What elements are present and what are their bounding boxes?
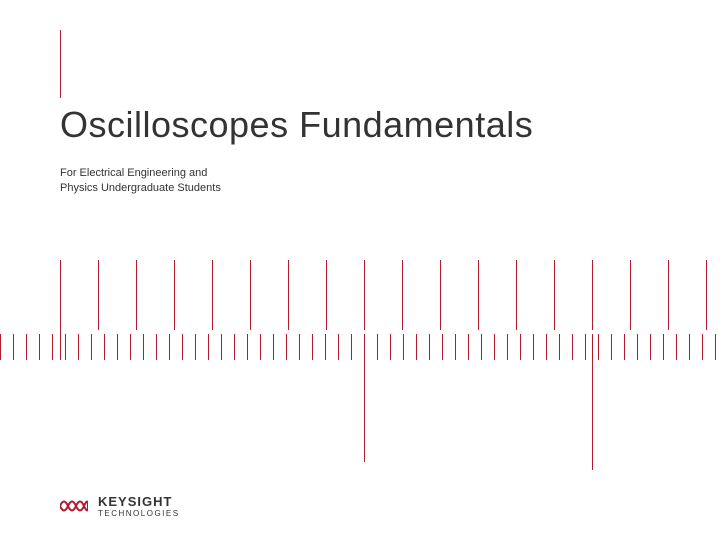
ruler-tick-medium [592, 260, 593, 330]
ruler-tick-medium [364, 260, 365, 330]
ruler-tick-short [507, 334, 508, 360]
ruler-tick-short [585, 334, 586, 360]
ruler-tick-short [13, 334, 14, 360]
ruler-tick-short [351, 334, 352, 360]
ruler-tick-short [156, 334, 157, 360]
keysight-icon [60, 495, 88, 517]
ruler-tick-short [273, 334, 274, 360]
ruler-tick-short [39, 334, 40, 360]
ruler-tick-medium [326, 260, 327, 330]
ruler-tick-short [494, 334, 495, 360]
ruler-tick-short [143, 334, 144, 360]
ruler-tick-short [65, 334, 66, 360]
ruler-tick-short [546, 334, 547, 360]
ruler-tick-short [286, 334, 287, 360]
ruler-tick-short [78, 334, 79, 360]
ruler-tick-short [533, 334, 534, 360]
ruler-tick-short [559, 334, 560, 360]
ruler-tick-short [338, 334, 339, 360]
ruler-tick-medium [706, 260, 707, 330]
ruler-tick-short [260, 334, 261, 360]
ruler-tick-short [624, 334, 625, 360]
ruler-tick-medium [98, 260, 99, 330]
slide: Oscilloscopes Fundamentals For Electrica… [0, 0, 720, 540]
ruler-tick-short [429, 334, 430, 360]
ruler-tick-medium [288, 260, 289, 330]
ruler-tick-medium [174, 260, 175, 330]
ruler-tick-medium [250, 260, 251, 330]
ruler-ticks [0, 0, 720, 540]
ruler-tick-short [247, 334, 248, 360]
ruler-tick-feature [364, 334, 365, 462]
ruler-tick-short [715, 334, 716, 360]
brand-logo: KEYSIGHT TECHNOLOGIES [60, 494, 180, 518]
ruler-tick-short [403, 334, 404, 360]
ruler-tick-medium [554, 260, 555, 330]
ruler-tick-medium [630, 260, 631, 330]
ruler-tick-feature [60, 290, 61, 360]
ruler-tick-short [442, 334, 443, 360]
ruler-tick-short [611, 334, 612, 360]
ruler-tick-short [104, 334, 105, 360]
ruler-tick-short [221, 334, 222, 360]
ruler-tick-short [182, 334, 183, 360]
ruler-tick-short [702, 334, 703, 360]
ruler-tick-medium [668, 260, 669, 330]
ruler-tick-short [52, 334, 53, 360]
ruler-tick-short [637, 334, 638, 360]
ruler-tick-short [663, 334, 664, 360]
brand-text: KEYSIGHT TECHNOLOGIES [98, 494, 180, 518]
ruler-tick-short [130, 334, 131, 360]
ruler-tick-short [0, 334, 1, 360]
ruler-tick-short [390, 334, 391, 360]
ruler-tick-short [312, 334, 313, 360]
ruler-tick-short [689, 334, 690, 360]
ruler-tick-short [377, 334, 378, 360]
ruler-tick-short [520, 334, 521, 360]
ruler-tick-short [598, 334, 599, 360]
ruler-tick-short [299, 334, 300, 360]
brand-sub: TECHNOLOGIES [98, 509, 180, 518]
ruler-tick-short [455, 334, 456, 360]
ruler-tick-short [572, 334, 573, 360]
ruler-tick-short [208, 334, 209, 360]
ruler-tick-medium [516, 260, 517, 330]
ruler-tick-short [676, 334, 677, 360]
ruler-tick-short [26, 334, 27, 360]
ruler-tick-feature [60, 30, 61, 98]
ruler-tick-medium [440, 260, 441, 330]
ruler-tick-medium [212, 260, 213, 330]
ruler-tick-medium [402, 260, 403, 330]
ruler-tick-short [117, 334, 118, 360]
brand-name: KEYSIGHT [98, 494, 180, 509]
ruler-tick-short [416, 334, 417, 360]
ruler-tick-medium [478, 260, 479, 330]
ruler-tick-short [195, 334, 196, 360]
ruler-tick-short [234, 334, 235, 360]
ruler-tick-short [481, 334, 482, 360]
ruler-tick-feature [592, 334, 593, 470]
ruler-tick-medium [136, 260, 137, 330]
ruler-tick-short [468, 334, 469, 360]
ruler-tick-short [650, 334, 651, 360]
ruler-tick-short [325, 334, 326, 360]
ruler-tick-short [169, 334, 170, 360]
ruler-tick-short [91, 334, 92, 360]
